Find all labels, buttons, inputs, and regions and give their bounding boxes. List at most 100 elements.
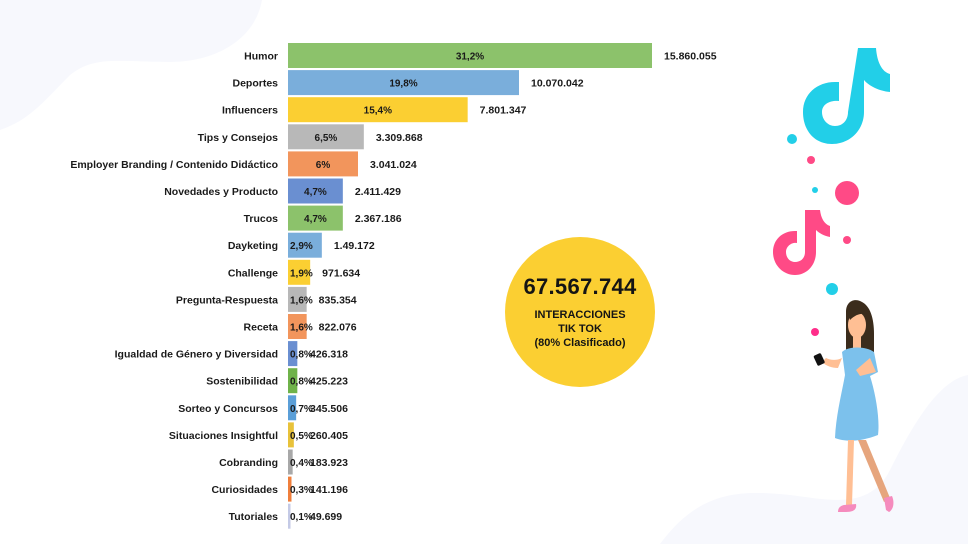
value-label: 141.196 bbox=[310, 484, 348, 496]
total-interactions-badge: 67.567.744 INTERACCIONES TIK TOK (80% Cl… bbox=[505, 237, 655, 387]
category-label: Receta bbox=[244, 322, 279, 334]
bar bbox=[288, 205, 343, 231]
bar bbox=[288, 395, 297, 421]
category-label: Employer Branding / Contenido Didáctico bbox=[70, 159, 278, 171]
bar bbox=[288, 503, 291, 529]
bar-row: Sorteo y Concursos 0,7%345.506 bbox=[178, 395, 348, 421]
bar bbox=[288, 178, 343, 204]
bar bbox=[288, 422, 294, 448]
tiktok-logo-icon bbox=[773, 210, 830, 275]
category-label: Trucos bbox=[244, 213, 279, 225]
bar-row: Influencers 15,4% 7.801.347 bbox=[222, 97, 527, 123]
value-label: 3.309.868 bbox=[376, 132, 423, 144]
value-label: 1.49.172 bbox=[334, 240, 375, 252]
category-label: Deportes bbox=[232, 78, 278, 90]
percent-label: 4,7% bbox=[304, 187, 327, 198]
bar-row: Situaciones Insightful 0,5%260.405 bbox=[169, 422, 348, 448]
bar bbox=[288, 286, 307, 312]
decorative-dot bbox=[835, 181, 859, 205]
percent-label: 0,7% bbox=[290, 404, 313, 415]
percent-label: 0,3% bbox=[290, 485, 313, 496]
percent-label: 1,9% bbox=[290, 268, 313, 279]
bar-row: Trucos 4,7% 2.367.186 bbox=[244, 205, 402, 231]
bar bbox=[288, 368, 298, 394]
bar bbox=[288, 124, 364, 150]
percent-label: 0,4% bbox=[290, 458, 313, 469]
value-label: 835.354 bbox=[319, 294, 357, 306]
value-label: 425.223 bbox=[310, 376, 348, 388]
bar bbox=[288, 43, 652, 68]
value-label: 49.699 bbox=[310, 511, 342, 523]
bar bbox=[288, 314, 307, 339]
bar bbox=[288, 232, 322, 258]
category-label: Dayketing bbox=[228, 240, 278, 252]
value-label: 7.801.347 bbox=[480, 105, 527, 117]
total-interactions-label-line3: (80% Clasificado) bbox=[534, 337, 626, 349]
bar-row: Pregunta-Respuesta 1,6% 835.354 bbox=[176, 286, 357, 312]
bar bbox=[288, 476, 292, 502]
decorative-dot bbox=[812, 187, 818, 193]
decorative-dot bbox=[807, 156, 815, 164]
value-label: 345.506 bbox=[310, 403, 348, 415]
decorative-dot bbox=[811, 328, 819, 336]
bar-row: Sostenibilidad 0,8%425.223 bbox=[206, 368, 348, 394]
decorative-dot bbox=[787, 134, 797, 144]
percent-label: 1,6% bbox=[290, 323, 313, 334]
category-label: Cobranding bbox=[219, 457, 278, 469]
category-label: Influencers bbox=[222, 105, 278, 117]
bar-row: Dayketing 2,9% 1.49.172 bbox=[228, 232, 375, 258]
background-blob-top-left bbox=[0, 0, 262, 130]
bar bbox=[288, 341, 298, 367]
category-label: Sorteo y Concursos bbox=[178, 403, 278, 415]
category-label: Sostenibilidad bbox=[206, 376, 278, 388]
percent-label: 31,2% bbox=[456, 52, 484, 63]
decorative-dot bbox=[826, 283, 838, 295]
bar bbox=[288, 449, 293, 475]
value-label: 10.070.042 bbox=[531, 78, 584, 90]
bar bbox=[288, 70, 519, 96]
value-label: 971.634 bbox=[322, 267, 360, 279]
value-label: 822.076 bbox=[319, 322, 357, 334]
category-label: Tips y Consejos bbox=[198, 132, 278, 144]
percent-label: 2,9% bbox=[290, 241, 313, 252]
value-label: 426.318 bbox=[310, 349, 348, 361]
percent-label: 6,5% bbox=[315, 133, 338, 144]
bar-row: Igualdad de Género y Diversidad 0,8%426.3… bbox=[115, 341, 348, 367]
percent-label: 15,4% bbox=[364, 106, 392, 117]
category-label: Humor bbox=[244, 51, 278, 63]
category-label: Pregunta-Respuesta bbox=[176, 294, 278, 306]
bar-row: Novedades y Producto 4,7% 2.411.429 bbox=[164, 178, 401, 204]
bar-row: Cobranding 0,4%183.923 bbox=[219, 449, 348, 475]
percent-label: 6% bbox=[316, 160, 331, 171]
bar bbox=[288, 97, 468, 123]
percent-label: 4,7% bbox=[304, 214, 327, 225]
total-interactions-label-line1: INTERACCIONES bbox=[534, 309, 626, 321]
category-label: Situaciones Insightful bbox=[169, 430, 278, 442]
bar-row: Deportes 19,8% 10.070.042 bbox=[232, 70, 584, 96]
category-label: Tutoriales bbox=[229, 511, 279, 523]
value-label: 3.041.024 bbox=[370, 159, 417, 171]
bar-row: Challenge 1,9% 971.634 bbox=[228, 259, 360, 285]
value-label: 183.923 bbox=[310, 457, 348, 469]
bar-row: Tutoriales 0,1%49.699 bbox=[229, 503, 342, 529]
value-label: 2.367.186 bbox=[355, 213, 402, 225]
decorative-dot bbox=[843, 236, 851, 244]
percent-label: 0,5% bbox=[290, 431, 313, 442]
percent-label: 0,8% bbox=[290, 377, 313, 388]
bar-row: Receta 1,6% 822.076 bbox=[244, 314, 357, 339]
percent-label: 0,1% bbox=[290, 512, 313, 523]
percent-label: 0,8% bbox=[290, 350, 313, 361]
percent-label: 19,8% bbox=[389, 79, 417, 90]
total-interactions-label-line2: TIK TOK bbox=[558, 323, 602, 335]
percent-label: 1,6% bbox=[290, 295, 313, 306]
category-label: Challenge bbox=[228, 267, 278, 279]
value-label: 2.411.429 bbox=[355, 186, 401, 198]
category-label: Curiosidades bbox=[211, 484, 278, 496]
bar bbox=[288, 151, 358, 177]
bar-row: Humor 31,2% 15.860.055 bbox=[244, 43, 717, 68]
category-label: Novedades y Producto bbox=[164, 186, 278, 198]
category-label: Igualdad de Género y Diversidad bbox=[115, 349, 278, 361]
bar-row: Curiosidades 0,3%141.196 bbox=[211, 476, 348, 502]
